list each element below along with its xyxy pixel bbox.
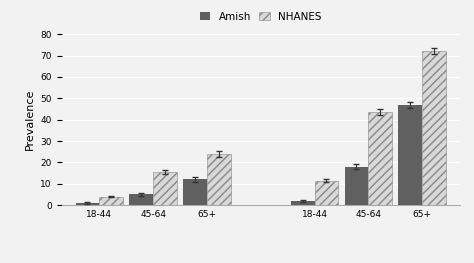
Bar xyxy=(422,51,446,205)
Legend: Amish, NHANES: Amish, NHANES xyxy=(196,8,326,26)
Y-axis label: Prevalence: Prevalence xyxy=(25,89,35,150)
Bar xyxy=(207,154,230,205)
Bar xyxy=(183,179,207,205)
Bar xyxy=(315,181,338,205)
Bar xyxy=(129,194,153,205)
Bar xyxy=(345,167,368,205)
Bar xyxy=(153,172,177,205)
Bar xyxy=(76,203,99,205)
Bar xyxy=(399,105,422,205)
Bar xyxy=(368,112,392,205)
Bar xyxy=(99,197,123,205)
Bar xyxy=(291,201,315,205)
